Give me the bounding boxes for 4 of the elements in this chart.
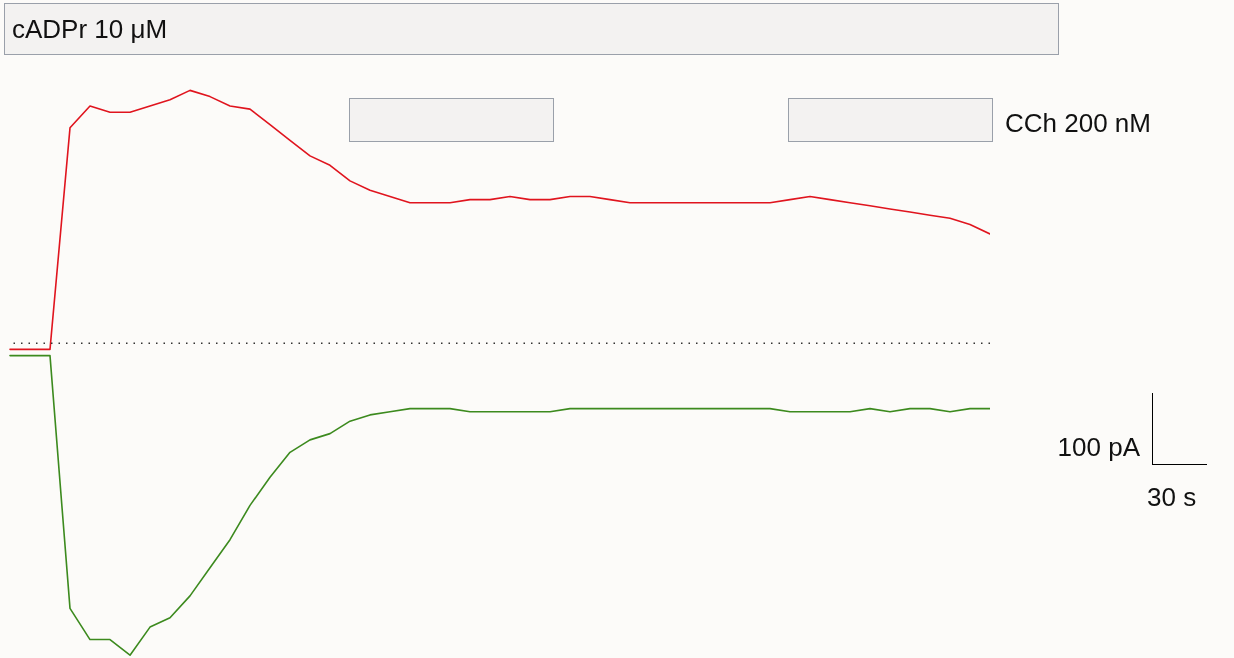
text: CCh 200 nM: [1005, 108, 1151, 138]
text: 30 s: [1147, 482, 1197, 512]
text: cADPr 10 μM: [12, 14, 168, 44]
text: 100 pA: [1057, 432, 1140, 462]
